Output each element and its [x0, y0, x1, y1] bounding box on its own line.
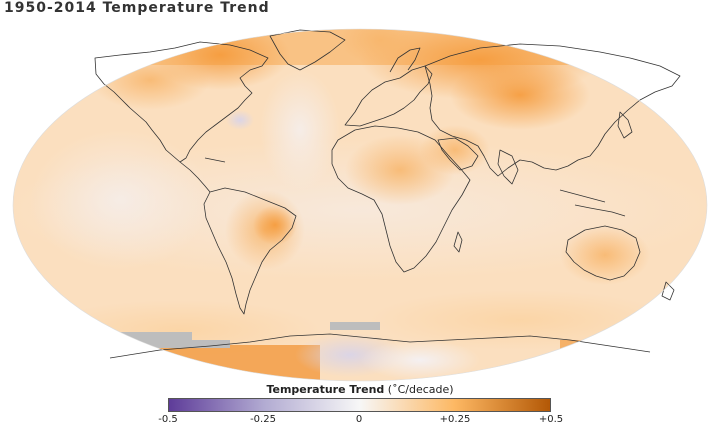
north-america-outline	[94, 41, 269, 163]
legend-colorbar	[168, 398, 551, 412]
legend-title-unit: (˚C/decade)	[387, 383, 454, 396]
legend-title-bold: Temperature Trend	[266, 383, 385, 396]
south-america-outline	[203, 187, 297, 315]
coastlines	[94, 29, 681, 359]
australia-outline	[565, 225, 641, 281]
globe-outline	[12, 28, 708, 382]
legend-tick-label: -0.5	[158, 414, 178, 425]
legend-tick-label: +0.5	[538, 414, 564, 425]
map-title: 1950-2014 Temperature Trend	[4, 0, 270, 16]
legend-tick-label: 0	[355, 414, 363, 425]
legend-tick-label: +0.25	[439, 414, 471, 425]
antarctica-outline	[109, 333, 651, 359]
africa-outline	[331, 125, 471, 273]
greenland-outline	[269, 29, 346, 71]
central-america-outline	[179, 161, 211, 193]
europe-outline	[344, 65, 433, 127]
asia-outline	[424, 43, 681, 177]
legend-tick-label: -0.25	[250, 414, 276, 425]
legend-title: Temperature Trend (˚C/decade)	[0, 383, 720, 396]
